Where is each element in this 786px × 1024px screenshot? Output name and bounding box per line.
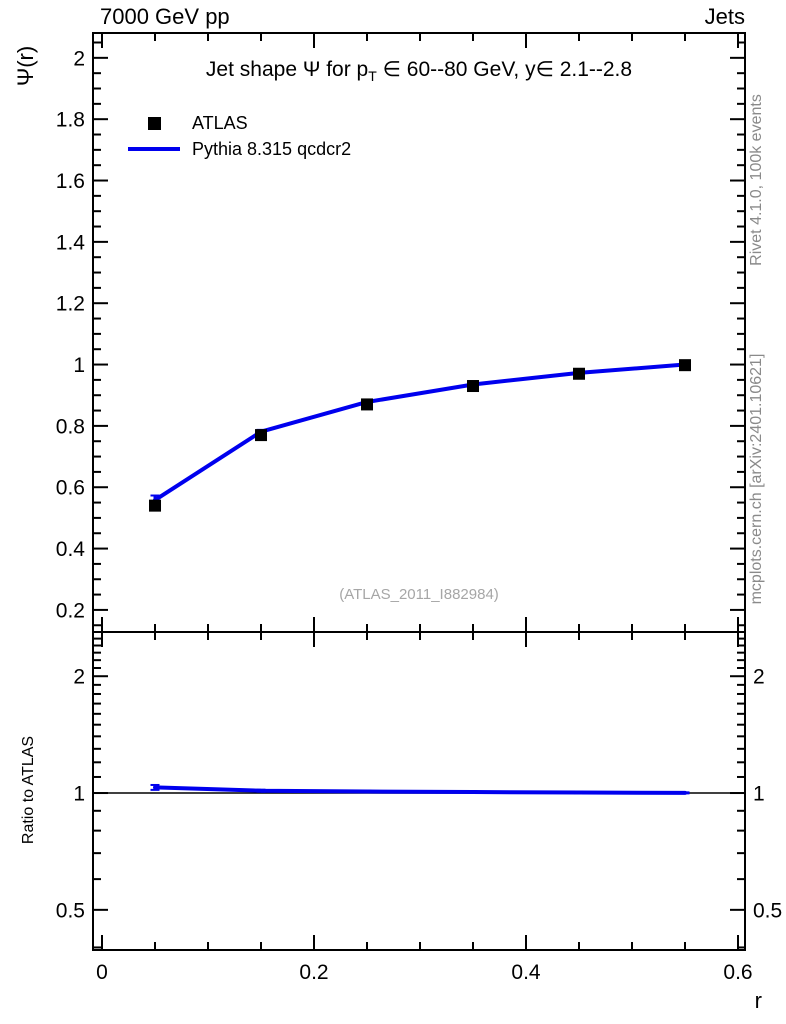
main-y-tick-label: 1.6: [56, 170, 85, 193]
main-y-tick-label: 2: [73, 47, 85, 70]
main-y-tick-label: 1.2: [56, 293, 85, 316]
main-y-tick-label: 1.4: [56, 231, 86, 254]
x-tick-label: 0.4: [511, 961, 541, 984]
analysis-id-watermark: (ATLAS_2011_I882984): [339, 586, 499, 603]
x-axis-title: r: [754, 988, 762, 1013]
atlas-data-point: [361, 398, 374, 411]
main-y-tick-label: 0.8: [56, 415, 85, 438]
x-tick-label: 0.2: [299, 961, 328, 984]
ratio-y-tick-label-right: 0.5: [753, 899, 782, 922]
main-y-axis-title: Ψ(r): [13, 45, 38, 87]
legend-item-atlas: ATLAS: [128, 110, 351, 136]
mc-prediction-line: [153, 362, 688, 503]
mcplots-reference-text: mcplots.cern.ch [arXiv:2401.10621]: [748, 353, 765, 605]
ratio-panel-frame: [92, 631, 746, 951]
atlas-data-point: [255, 429, 268, 442]
ratio-line: [153, 785, 688, 795]
rivet-version-text: Rivet 4.1.0, 100k events: [748, 94, 765, 266]
main-y-tick-label: 1: [73, 354, 85, 377]
legend-item-pythia: Pythia 8.315 qcdcr2: [128, 136, 351, 162]
atlas-square-marker-icon: [147, 116, 161, 130]
x-tick-label: 0.6: [723, 961, 752, 984]
legend-marker-cell: [128, 116, 180, 130]
main-y-tick-label: 0.6: [56, 477, 85, 500]
beam-energy-label: 7000 GeV pp: [100, 4, 230, 29]
ratio-y-axis-title: Ratio to ATLAS: [20, 735, 37, 845]
x-tick-label: 0: [96, 961, 108, 984]
ratio-y-tick-label-left: 0.5: [56, 899, 85, 922]
main-y-tick-label: 1.8: [56, 109, 85, 132]
atlas-data-point: [573, 367, 586, 380]
ratio-y-tick-label-right: 1: [753, 783, 765, 806]
analysis-group-label: Jets: [704, 4, 745, 29]
atlas-data-point: [149, 499, 162, 512]
plot-title-pre: Jet shape Ψ for p: [205, 58, 369, 81]
ratio-y-tick-label-left: 2: [73, 666, 85, 689]
plot-title: Jet shape Ψ for pT ∈ 60--80 GeV, y∈ 2.1-…: [206, 57, 632, 84]
main-y-tick-label: 0.4: [56, 538, 86, 561]
atlas-data-point: [467, 380, 480, 393]
ratio-y-tick-label-right: 2: [753, 666, 765, 689]
main-y-tick-label: 0.2: [56, 599, 85, 622]
legend-label-pythia: Pythia 8.315 qcdcr2: [192, 138, 352, 159]
ratio-y-tick-label-left: 1: [73, 783, 85, 806]
atlas-data-point: [679, 359, 692, 372]
pythia-line-marker-icon: [128, 147, 180, 151]
legend-marker-cell: [128, 147, 180, 151]
legend: ATLAS Pythia 8.315 qcdcr2: [128, 110, 351, 162]
legend-label-atlas: ATLAS: [192, 112, 248, 133]
plot-title-post: ∈ 60--80 GeV, y∈ 2.1--2.8: [376, 58, 633, 81]
plot-title-subscript: T: [368, 68, 377, 85]
